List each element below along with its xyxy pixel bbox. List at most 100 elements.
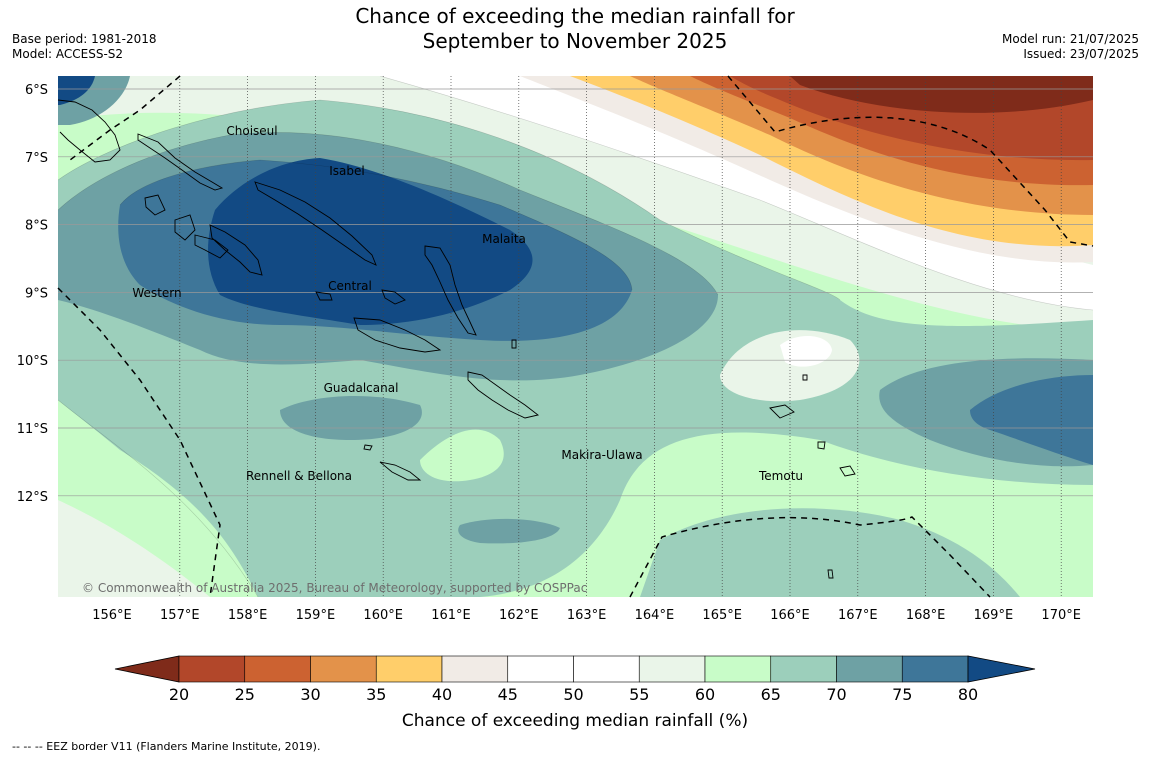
base-period: Base period: 1981-2018 xyxy=(12,32,157,46)
latitude-label: 12°S xyxy=(17,490,48,505)
longitude-label: 167°E xyxy=(838,608,878,623)
colorbar-tick-label: 65 xyxy=(761,685,781,704)
contour-above-80 xyxy=(208,158,533,325)
latitude-label: 9°S xyxy=(25,286,48,301)
region-label-makira-ulawa: Makira-Ulawa xyxy=(561,448,642,462)
latitude-gridlines xyxy=(58,88,1093,497)
colorbar-segment xyxy=(573,655,640,683)
region-label-temotu: Temotu xyxy=(758,469,803,483)
colorbar-extend-high xyxy=(967,655,1036,683)
region-label-rennell-bellona: Rennell & Bellona xyxy=(246,469,352,483)
colorbar xyxy=(114,655,1036,683)
longitude-label: 164°E xyxy=(635,608,675,623)
longitude-label: 162°E xyxy=(499,608,539,623)
region-labels: Choiseul Isabel Malaita Western Central … xyxy=(132,124,803,483)
longitude-label: 165°E xyxy=(702,608,742,623)
model-run: Model run: 21/07/2025 xyxy=(1001,32,1139,46)
colorbar-tick-label: 35 xyxy=(366,685,386,704)
contour-75-80 xyxy=(970,375,1093,465)
colorbar-segment xyxy=(836,655,903,683)
choiseul-island xyxy=(137,133,224,191)
latitude-label: 10°S xyxy=(17,354,48,369)
colorbar-segment xyxy=(244,655,311,683)
latitude-label: 7°S xyxy=(25,151,48,166)
model-info: Base period: 1981-2018 Model: ACCESS-S2 xyxy=(12,32,157,62)
contour-70-75 xyxy=(458,518,560,544)
colorbar-tick-label: 80 xyxy=(958,685,978,704)
region-label-western: Western xyxy=(132,286,181,300)
longitude-labels: 156°E 157°E 158°E 159°E 160°E 161°E 162°E 163°E… xyxy=(92,608,1081,623)
colorbar-tick-label: 70 xyxy=(826,685,846,704)
colorbar-segment xyxy=(770,655,837,683)
latitude-label: 8°S xyxy=(25,219,48,234)
region-label-guadalcanal: Guadalcanal xyxy=(324,381,399,395)
contour-45-55 xyxy=(780,335,832,367)
longitude-label: 156°E xyxy=(92,608,132,623)
map-title: Chance of exceeding the median rainfall … xyxy=(0,4,1150,54)
colorbar-tick-label: 40 xyxy=(432,685,452,704)
run-info: Model run: 21/07/2025 Issued: 23/07/2025 xyxy=(1002,32,1139,62)
new-georgia-group xyxy=(144,194,263,276)
small-islets xyxy=(511,339,834,579)
title-line-1: Chance of exceeding the median rainfall … xyxy=(355,4,795,28)
colorbar-tick-label: 25 xyxy=(235,685,255,704)
colorbar-tick-label: 45 xyxy=(498,685,518,704)
eez-border-west xyxy=(57,287,221,598)
longitude-label: 157°E xyxy=(160,608,200,623)
region-label-choiseul: Choiseul xyxy=(226,124,277,138)
guadalcanal-island xyxy=(353,317,442,353)
colorbar-tick-label: 75 xyxy=(892,685,912,704)
contour-layers xyxy=(58,76,1093,597)
longitude-label: 169°E xyxy=(974,608,1014,623)
contour-above-80-nw xyxy=(58,76,95,105)
eez-border-northwest xyxy=(69,75,181,161)
contour-45-55 xyxy=(380,76,1093,310)
colorbar-segment xyxy=(901,655,969,683)
colorbar-extend-low xyxy=(114,655,180,683)
colorbar-title: Chance of exceeding median rainfall (%) xyxy=(402,711,748,731)
contour-65-70 xyxy=(640,508,1020,597)
eez-footnote: -- -- -- EEZ border V11 (Flanders Marine… xyxy=(12,740,321,753)
malaita-island xyxy=(424,245,477,336)
rennell-island xyxy=(363,444,422,481)
longitude-label: 170°E xyxy=(1041,608,1081,623)
makira-island xyxy=(467,371,540,419)
rainfall-map: Choiseul Isabel Malaita Western Central … xyxy=(17,75,1094,731)
contour-below-20 xyxy=(790,76,1093,113)
longitude-label: 159°E xyxy=(296,608,336,623)
longitude-label: 163°E xyxy=(567,608,607,623)
longitude-label: 166°E xyxy=(770,608,810,623)
longitude-label: 160°E xyxy=(363,608,403,623)
santa-cruz-islands xyxy=(769,404,856,477)
longitude-label: 168°E xyxy=(906,608,946,623)
colorbar-tick-label: 20 xyxy=(169,685,189,704)
longitude-label: 161°E xyxy=(431,608,471,623)
contour-lines xyxy=(58,76,1093,597)
contour-55-60 xyxy=(58,500,210,597)
colorbar-ticks: 20 25 30 35 40 45 50 55 60 65 70 75 80 xyxy=(169,685,978,704)
colorbar-tick-label: 60 xyxy=(695,685,715,704)
central-islands xyxy=(315,289,406,305)
bougainville-coast xyxy=(57,99,121,163)
eez-border-northeast xyxy=(727,75,1094,247)
latitude-label: 6°S xyxy=(25,83,48,98)
eez-borders xyxy=(57,75,1094,598)
copyright-notice: © Commonwealth of Australia 2025, Bureau… xyxy=(82,581,587,595)
contour-60-65 xyxy=(420,429,504,482)
title-line-2: September to November 2025 xyxy=(422,29,728,53)
graticule xyxy=(58,76,1093,597)
latitude-labels: 6°S 7°S 8°S 9°S 10°S 11°S 12°S xyxy=(17,83,48,505)
colorbar-segment xyxy=(507,655,574,683)
latitude-label: 11°S xyxy=(17,422,48,437)
eez-border-south xyxy=(629,516,991,598)
region-label-malaita: Malaita xyxy=(482,232,526,246)
colorbar-tick-label: 30 xyxy=(300,685,320,704)
colorbar-tick-label: 55 xyxy=(629,685,649,704)
coastlines xyxy=(57,99,856,579)
region-label-isabel: Isabel xyxy=(329,164,364,178)
region-label-central: Central xyxy=(328,279,372,293)
colorbar-segment xyxy=(178,655,246,683)
colorbar-segment xyxy=(310,655,377,683)
colorbar-segment xyxy=(638,655,706,683)
colorbar-tick-label: 50 xyxy=(563,685,583,704)
